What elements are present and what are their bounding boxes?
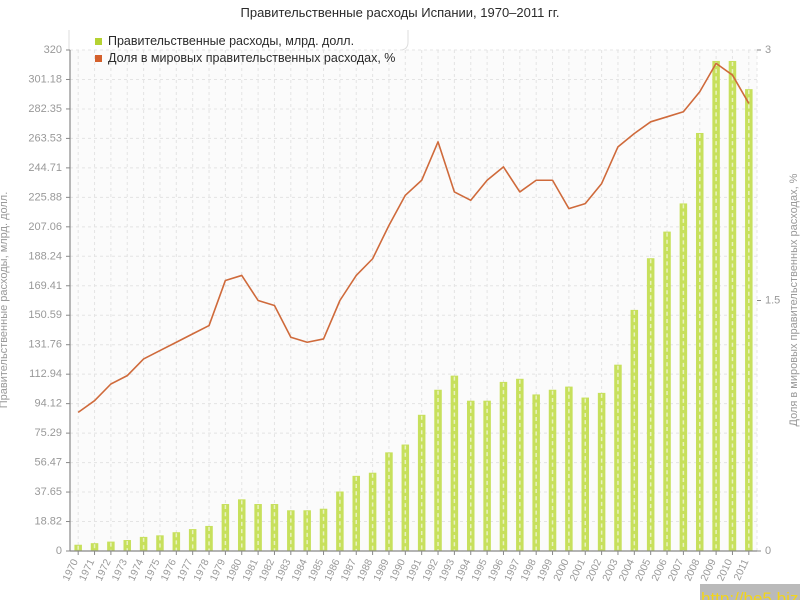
svg-text:169.41: 169.41: [28, 280, 62, 292]
svg-text:207.06: 207.06: [28, 221, 62, 233]
svg-text:301.18: 301.18: [28, 73, 62, 85]
svg-text:18.82: 18.82: [34, 516, 62, 528]
svg-text:150.59: 150.59: [28, 309, 62, 321]
svg-text:225.88: 225.88: [28, 191, 62, 203]
svg-text:282.35: 282.35: [28, 103, 62, 115]
svg-text:75.29: 75.29: [34, 427, 62, 439]
svg-text:131.76: 131.76: [28, 339, 62, 351]
svg-text:0: 0: [56, 545, 62, 557]
svg-text:56.47: 56.47: [34, 457, 62, 469]
svg-text:2010: 2010: [716, 557, 736, 583]
svg-text:112.94: 112.94: [29, 368, 62, 380]
svg-text:0: 0: [765, 545, 771, 557]
svg-text:244.71: 244.71: [28, 162, 62, 174]
svg-text:188.24: 188.24: [28, 250, 62, 262]
svg-text:1.5: 1.5: [765, 295, 780, 307]
svg-text:2011: 2011: [732, 557, 751, 582]
svg-text:3: 3: [765, 44, 771, 56]
svg-text:37.65: 37.65: [34, 486, 62, 498]
svg-text:263.53: 263.53: [28, 132, 62, 144]
svg-text:94.12: 94.12: [34, 398, 62, 410]
svg-text:320: 320: [44, 44, 62, 56]
